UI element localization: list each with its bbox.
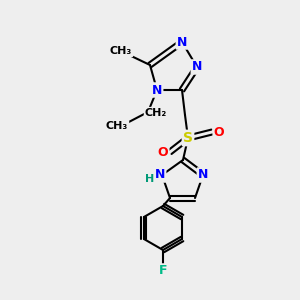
- Text: N: N: [177, 35, 187, 49]
- Text: CH₃: CH₃: [106, 121, 128, 131]
- Text: O: O: [158, 146, 168, 158]
- Text: CH₂: CH₂: [145, 108, 167, 118]
- Text: N: N: [152, 83, 162, 97]
- Text: O: O: [214, 125, 224, 139]
- Text: N: N: [192, 61, 202, 74]
- Text: N: N: [155, 169, 165, 182]
- Text: CH₃: CH₃: [110, 46, 132, 56]
- Text: F: F: [159, 265, 167, 278]
- Text: H: H: [146, 174, 154, 184]
- Text: N: N: [198, 169, 208, 182]
- Text: S: S: [183, 131, 193, 145]
